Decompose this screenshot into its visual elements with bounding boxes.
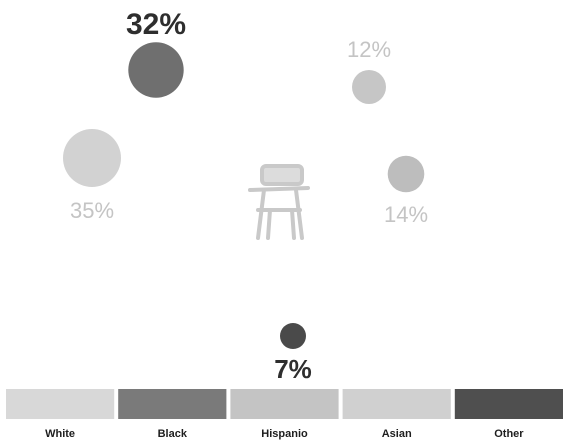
legend-label-black: Black <box>158 428 188 440</box>
label-hispanic: 12% <box>347 37 391 62</box>
label-asian: 14% <box>384 202 428 227</box>
label-white: 35% <box>70 198 114 223</box>
legend-label-other: Other <box>494 428 524 440</box>
bubble-white <box>63 129 121 187</box>
legend-swatch-black <box>118 389 227 419</box>
legend-swatch-white <box>6 389 115 419</box>
legend-swatch-other <box>454 389 563 419</box>
label-other: 7% <box>274 354 312 384</box>
legend-swatch-asian <box>342 389 451 419</box>
bubble-other <box>280 323 306 349</box>
bubble-asian <box>387 155 425 193</box>
legend-swatch-hispanio <box>230 389 339 419</box>
bubble-black <box>128 42 184 98</box>
legend-label-asian: Asian <box>382 428 412 440</box>
legend-label-hispanio: Hispanio <box>261 428 308 440</box>
school-desk-icon <box>248 164 310 240</box>
bubble-hispanic <box>352 70 386 104</box>
label-black: 32% <box>126 8 186 41</box>
legend-label-white: White <box>45 428 75 440</box>
